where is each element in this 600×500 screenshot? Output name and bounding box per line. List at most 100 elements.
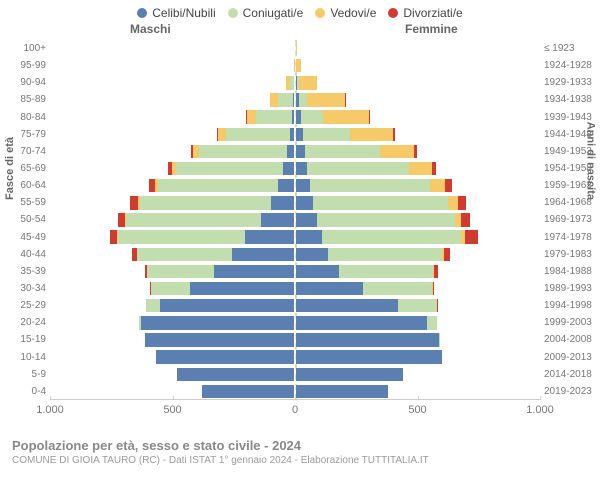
pyramid-row: 5-92014-2018 bbox=[50, 366, 540, 383]
bar-segment bbox=[290, 128, 294, 141]
bar-segment bbox=[317, 213, 456, 226]
pyramid-row: 20-241999-2003 bbox=[50, 314, 540, 331]
age-label: 20-24 bbox=[8, 317, 46, 328]
bar-segment bbox=[158, 179, 278, 192]
age-label: 45-49 bbox=[8, 232, 46, 243]
birth-year-label: ≤ 1923 bbox=[544, 43, 598, 54]
birth-year-label: 1944-1948 bbox=[544, 129, 598, 140]
bar-segment bbox=[278, 93, 293, 106]
legend-swatch-icon bbox=[137, 8, 147, 18]
bar-segment bbox=[296, 282, 363, 295]
chart-footer: Popolazione per età, sesso e stato civil… bbox=[0, 430, 600, 466]
bar bbox=[295, 178, 540, 193]
bar bbox=[50, 315, 295, 330]
age-label: 95-99 bbox=[8, 60, 46, 71]
x-tick-label: 1.000 bbox=[526, 404, 554, 416]
bar-segment bbox=[380, 145, 414, 158]
bar-segment bbox=[283, 162, 294, 175]
male-half bbox=[50, 349, 295, 366]
birth-year-label: 1929-1933 bbox=[544, 77, 598, 88]
bar bbox=[295, 247, 540, 262]
age-label: 35-39 bbox=[8, 266, 46, 277]
bar-segment bbox=[292, 110, 294, 123]
legend-item: Divorziati/e bbox=[388, 6, 462, 20]
female-half bbox=[295, 109, 540, 126]
female-half bbox=[295, 91, 540, 108]
bar-segment bbox=[339, 265, 434, 278]
bar-segment bbox=[369, 110, 370, 123]
bar-segment bbox=[432, 162, 436, 175]
bar bbox=[50, 109, 295, 124]
bar-segment bbox=[232, 248, 294, 261]
bar-segment bbox=[296, 59, 301, 72]
female-half bbox=[295, 160, 540, 177]
pyramid-row: 95-991924-1928 bbox=[50, 57, 540, 74]
bar-segment bbox=[270, 93, 279, 106]
birth-year-label: 1989-1993 bbox=[544, 283, 598, 294]
male-half bbox=[50, 229, 295, 246]
bar-segment bbox=[177, 368, 294, 381]
male-half bbox=[50, 263, 295, 280]
male-half bbox=[50, 211, 295, 228]
birth-year-label: 2009-2013 bbox=[544, 352, 598, 363]
pyramid-row: 10-142009-2013 bbox=[50, 349, 540, 366]
bar-segment bbox=[363, 282, 432, 295]
bar-segment bbox=[296, 350, 442, 363]
legend-label: Divorziati/e bbox=[403, 6, 462, 20]
age-label: 5-9 bbox=[8, 369, 46, 380]
bar bbox=[50, 144, 295, 159]
x-tick-label: 500 bbox=[163, 404, 181, 416]
bar bbox=[295, 298, 540, 313]
legend-swatch-icon bbox=[228, 8, 238, 18]
bar-segment bbox=[118, 213, 125, 226]
birth-year-label: 2004-2008 bbox=[544, 334, 598, 345]
bar-segment bbox=[214, 265, 294, 278]
pyramid-row: 30-341989-1993 bbox=[50, 280, 540, 297]
pyramid-row: 50-541969-1973 bbox=[50, 211, 540, 228]
bar bbox=[295, 195, 540, 210]
birth-year-label: 2019-2023 bbox=[544, 386, 598, 397]
male-half bbox=[50, 40, 295, 57]
bar-segment bbox=[296, 230, 322, 243]
bar-segment bbox=[278, 179, 294, 192]
bar-segment bbox=[350, 128, 393, 141]
legend-item: Coniugati/e bbox=[228, 6, 304, 20]
birth-year-label: 1949-1953 bbox=[544, 146, 598, 157]
bar bbox=[50, 349, 295, 364]
male-half bbox=[50, 280, 295, 297]
bar-segment bbox=[147, 265, 214, 278]
male-half bbox=[50, 57, 295, 74]
male-half bbox=[50, 160, 295, 177]
bar bbox=[50, 58, 295, 73]
bar-segment bbox=[414, 145, 417, 158]
bar-segment bbox=[218, 128, 227, 141]
male-half bbox=[50, 297, 295, 314]
pyramid-row: 65-691954-1958 bbox=[50, 160, 540, 177]
female-half bbox=[295, 40, 540, 57]
birth-year-label: 1959-1963 bbox=[544, 180, 598, 191]
age-label: 85-89 bbox=[8, 94, 46, 105]
bar-segment bbox=[303, 128, 350, 141]
x-tick-label: 0 bbox=[292, 404, 298, 416]
bar-segment bbox=[301, 110, 323, 123]
bar-segment bbox=[141, 316, 294, 329]
female-half bbox=[295, 246, 540, 263]
pyramid-row: 15-192004-2008 bbox=[50, 331, 540, 348]
bar bbox=[295, 264, 540, 279]
bar bbox=[295, 41, 540, 56]
bar-segment bbox=[245, 230, 294, 243]
male-half bbox=[50, 109, 295, 126]
bar bbox=[295, 229, 540, 244]
bar-segment bbox=[323, 110, 369, 123]
bar-segment bbox=[190, 282, 294, 295]
female-half bbox=[295, 74, 540, 91]
legend-item: Vedovi/e bbox=[315, 6, 376, 20]
birth-year-label: 1969-1973 bbox=[544, 214, 598, 225]
bar-segment bbox=[296, 162, 307, 175]
bar-segment bbox=[296, 128, 303, 141]
bar-segment bbox=[296, 248, 328, 261]
gender-headers: Maschi Femmine bbox=[0, 22, 600, 40]
bar-segment bbox=[465, 230, 478, 243]
bar-segment bbox=[296, 316, 427, 329]
bar-segment bbox=[307, 93, 345, 106]
